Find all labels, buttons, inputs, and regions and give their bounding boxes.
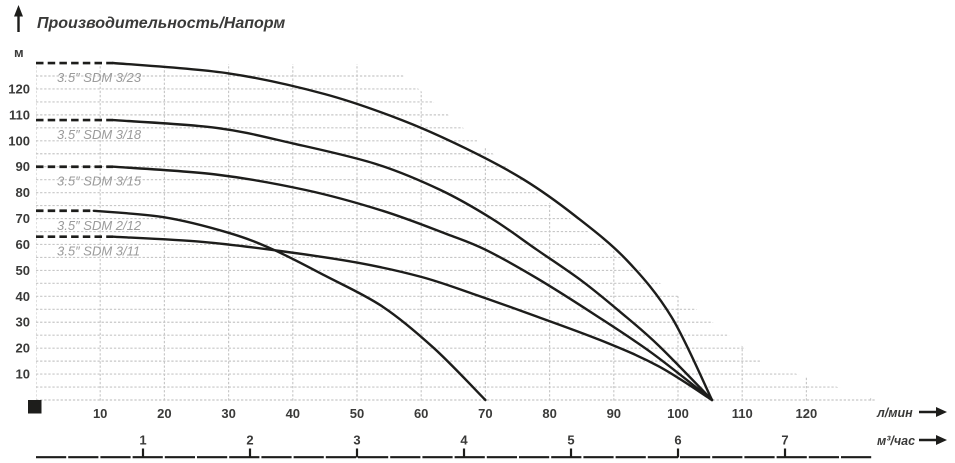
y-tick-label: 110 — [9, 107, 30, 122]
y-tick-label: 40 — [16, 289, 30, 304]
curve-label: 3.5″ SDM 3/23 — [57, 70, 142, 85]
pump-curve — [92, 209, 487, 402]
volume-axis-arrow-icon — [919, 435, 947, 445]
y-axis-unit: м — [14, 45, 24, 60]
volume-axis-tick-marks — [141, 448, 787, 458]
y-tick-label: 70 — [16, 211, 30, 226]
pump-curve — [111, 235, 714, 402]
y-tick-label: 100 — [8, 133, 30, 148]
curve-label: 3.5″ SDM 3/15 — [57, 174, 142, 189]
flow-tick-label: 110 — [732, 406, 753, 421]
grid — [36, 64, 875, 401]
flow-axis-arrow-icon — [919, 407, 947, 417]
volume-axis-unit: м³/час — [877, 434, 915, 448]
y-tick-label: 30 — [16, 315, 30, 330]
flow-tick-label: 100 — [667, 406, 689, 421]
y-tick-label: 90 — [16, 159, 30, 174]
pump-curve — [111, 118, 714, 402]
flow-tick-label: 70 — [478, 406, 492, 421]
flow-tick-label: 60 — [414, 406, 428, 421]
flow-axis-unit: л/мин — [876, 406, 913, 420]
y-tick-label: 20 — [16, 341, 30, 356]
volume-tick-label: 6 — [674, 433, 681, 448]
volume-tick-label: 4 — [460, 433, 468, 448]
curve-labels: 3.5″ SDM 3/23 3.5″ SDM 3/18 3.5″ SDM 3/15 3… — [57, 70, 142, 259]
flow-tick-label: 50 — [350, 406, 364, 421]
curve-label: 3.5″ SDM 3/18 — [57, 127, 142, 142]
y-tick-label: 120 — [8, 81, 30, 96]
y-tick-label: 50 — [16, 263, 30, 278]
up-arrow-icon — [14, 5, 23, 32]
volume-tick-label: 2 — [246, 433, 253, 448]
volume-axis-tick-labels: 1 2 3 4 5 6 7 — [139, 433, 788, 448]
volume-tick-label: 7 — [781, 433, 788, 448]
flow-axis-tick-labels: 10 20 30 40 50 60 70 80 90 100 110 120 — [93, 406, 817, 421]
pump-curve — [111, 165, 714, 402]
volume-tick-label: 5 — [567, 433, 574, 448]
chart-title: Производительность/Напорм — [37, 15, 285, 32]
y-tick-label: 80 — [16, 185, 30, 200]
flow-tick-label: 80 — [542, 406, 556, 421]
curve-label: 3.5″ SDM 2/12 — [57, 218, 142, 233]
origin-marker — [28, 400, 42, 414]
flow-tick-label: 10 — [93, 406, 107, 421]
pump-curve — [111, 61, 714, 402]
y-tick-label: 60 — [16, 237, 30, 252]
flow-tick-label: 30 — [221, 406, 235, 421]
flow-tick-label: 20 — [157, 406, 171, 421]
volume-tick-label: 1 — [139, 433, 146, 448]
flow-tick-label: 90 — [607, 406, 621, 421]
curves — [36, 61, 714, 402]
flow-tick-label: 120 — [796, 406, 818, 421]
curve-label: 3.5″ SDM 3/11 — [57, 244, 140, 259]
volume-tick-label: 3 — [353, 433, 360, 448]
flow-tick-label: 40 — [286, 406, 300, 421]
y-tick-label: 10 — [16, 367, 30, 382]
y-axis-tick-labels: 10 20 30 40 50 60 70 80 90 100 110 120 — [8, 81, 30, 381]
